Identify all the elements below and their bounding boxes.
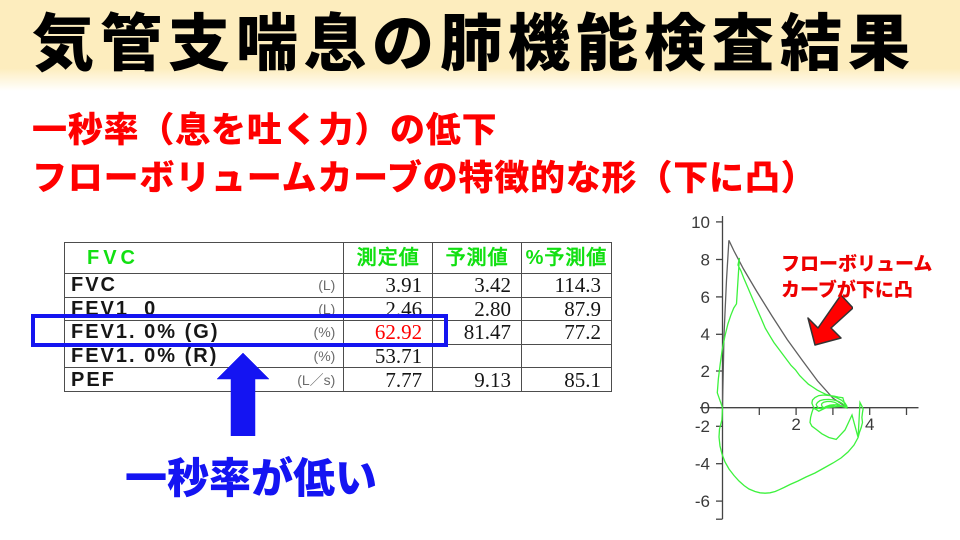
svg-text:-2: -2 (695, 417, 710, 436)
svg-text:6: 6 (701, 288, 710, 307)
svg-text:-6: -6 (695, 492, 710, 511)
svg-text:2: 2 (791, 415, 800, 434)
svg-text:0: 0 (701, 399, 710, 418)
svg-text:8: 8 (701, 251, 710, 270)
svg-text:2: 2 (701, 362, 710, 381)
svg-text:-4: -4 (695, 455, 710, 474)
svg-text:4: 4 (701, 325, 710, 344)
svg-text:10: 10 (691, 213, 710, 232)
svg-text:4: 4 (865, 415, 874, 434)
